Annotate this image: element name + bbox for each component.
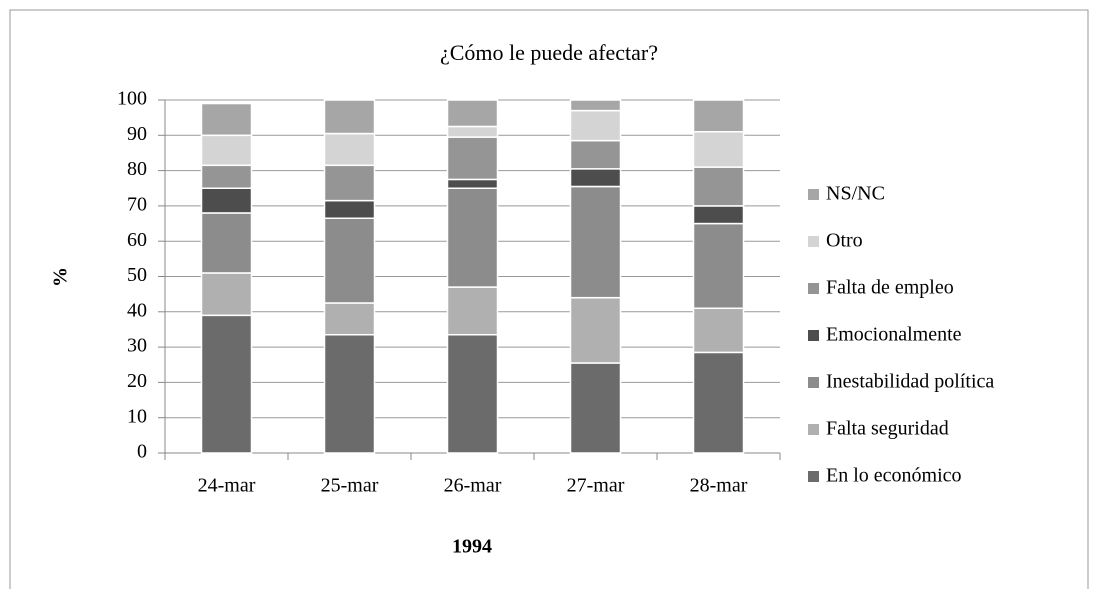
bar-segment [569, 362, 622, 454]
y-tick-label: 60 [127, 229, 147, 251]
y-tick-label: 40 [127, 299, 147, 321]
bar-segment [200, 212, 253, 274]
bar-segment [323, 199, 376, 220]
bar-segment [569, 185, 622, 299]
y-tick-label: 50 [127, 264, 147, 286]
bar-segment [446, 333, 499, 454]
bar-segment [200, 102, 253, 137]
legend-swatch [808, 283, 819, 294]
legend-label: Falta seguridad [826, 418, 949, 440]
legend-swatch [808, 471, 819, 482]
y-tick-label: 100 [117, 88, 147, 110]
bar-segment [692, 307, 745, 354]
y-tick-label: 10 [127, 405, 147, 427]
bar-segment [692, 99, 745, 133]
bar-segment [446, 125, 499, 138]
legend-label: Inestabilidad política [826, 371, 994, 393]
bar-segment [200, 164, 253, 189]
bar-segment [569, 168, 622, 188]
bar-segment [446, 99, 499, 128]
x-tick-label: 24-mar [198, 475, 256, 497]
legend-label: Emocionalmente [826, 324, 962, 346]
bar-segment [446, 136, 499, 181]
y-tick-label: 0 [137, 441, 147, 463]
bar-segment [446, 187, 499, 288]
y-tick-label: 70 [127, 193, 147, 215]
bar-segment [200, 314, 253, 454]
bar-segment [323, 217, 376, 304]
legend-label: Falta de empleo [826, 277, 954, 299]
bar-segment [569, 99, 622, 112]
legend-label: En lo económico [826, 465, 962, 487]
y-axis-title: % [50, 267, 72, 287]
bar-segment [323, 99, 376, 135]
bar-segment [323, 164, 376, 202]
bar-segment [692, 166, 745, 207]
bar-segment [200, 272, 253, 317]
bar-segment [323, 333, 376, 454]
x-tick-label: 27-mar [567, 475, 625, 497]
bar-segment [446, 286, 499, 336]
y-tick-label: 20 [127, 370, 147, 392]
x-axis-title: 1994 [452, 536, 492, 558]
bar-segment [692, 205, 745, 225]
x-tick-label: 25-mar [321, 475, 379, 497]
bar-segment [692, 351, 745, 454]
legend-swatch [808, 236, 819, 247]
y-tick-label: 80 [127, 158, 147, 180]
chart-frame [9, 9, 1089, 589]
bar-segment [323, 132, 376, 167]
bar-segment [323, 302, 376, 336]
legend-swatch [808, 424, 819, 435]
chart-title: ¿Cómo le puede afectar? [440, 40, 658, 65]
bar-segment [569, 109, 622, 142]
legend-label: NS/NC [826, 183, 885, 205]
bar-segment [692, 131, 745, 168]
bar-segment [569, 139, 622, 170]
legend-swatch [808, 189, 819, 200]
legend-swatch [808, 330, 819, 341]
bar-segment [200, 134, 253, 167]
y-tick-label: 90 [127, 123, 147, 145]
legend-swatch [808, 377, 819, 388]
bar-segment [446, 178, 499, 190]
x-tick-label: 26-mar [444, 475, 502, 497]
y-tick-label: 30 [127, 335, 147, 357]
bar-segment [200, 187, 253, 214]
bar-segment [569, 296, 622, 364]
legend-label: Otro [826, 230, 863, 252]
x-tick-label: 28-mar [690, 475, 748, 497]
bar-segment [692, 222, 745, 310]
